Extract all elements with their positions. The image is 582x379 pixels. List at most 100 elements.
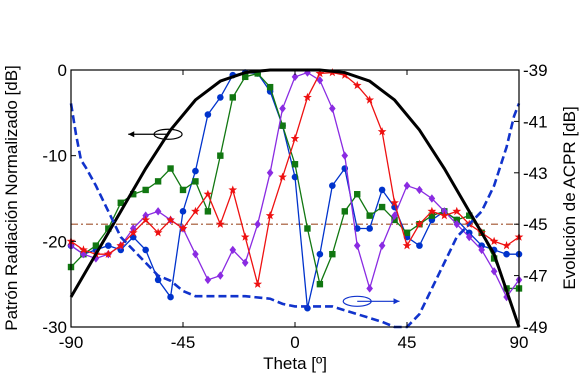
series-line-1-solid xyxy=(70,71,519,309)
star-marker-s4-20 xyxy=(315,68,325,78)
star-marker-s4-19 xyxy=(303,92,312,102)
y-right-tick-label: -43 xyxy=(523,164,548,183)
square-marker-s2-29 xyxy=(428,212,436,219)
y-right-tick-label: -45 xyxy=(523,215,548,234)
square-marker-s2-32 xyxy=(466,212,473,219)
square-marker-s2-2 xyxy=(92,242,100,249)
circle-marker-s1-10 xyxy=(192,167,199,175)
square-marker-s2-23 xyxy=(354,191,361,198)
diamond-marker-s3-33 xyxy=(478,245,485,255)
star-marker-s4-15 xyxy=(253,279,263,288)
square-marker-s2-24 xyxy=(366,212,373,219)
star-marker-s4-28 xyxy=(415,219,424,228)
diamond-marker-s3-7 xyxy=(154,207,162,216)
diamond-marker-s3-28 xyxy=(416,185,423,195)
diamond-marker-s3-24 xyxy=(366,284,373,293)
diamond-marker-s3-22 xyxy=(341,151,349,160)
diamond-marker-s3-35 xyxy=(503,292,510,302)
y-axis-label-left: Patrón Radiación Normalizado [dB] xyxy=(2,65,21,331)
square-marker-s2-25 xyxy=(378,203,386,211)
star-marker-s4-29 xyxy=(427,206,437,216)
diamond-marker-s3-34 xyxy=(490,267,498,276)
circle-marker-s1-12 xyxy=(217,94,224,101)
diamond-marker-s3-29 xyxy=(428,194,436,203)
star-marker-s4-4 xyxy=(116,241,126,250)
square-marker-s2-14 xyxy=(242,73,249,81)
star-marker-s4-1 xyxy=(79,245,88,254)
diamond-marker-s3-14 xyxy=(241,258,249,267)
star-marker-s4-18 xyxy=(290,133,300,143)
x-tick-label: -45 xyxy=(171,333,196,352)
diamond-marker-s3-21 xyxy=(329,104,336,113)
square-marker-s2-18 xyxy=(291,161,299,168)
circle-marker-s1-6 xyxy=(142,246,149,254)
star-marker-s4-5 xyxy=(128,228,138,237)
square-marker-s2-17 xyxy=(279,122,286,129)
square-marker-s2-20 xyxy=(316,280,324,288)
circle-marker-s1-3 xyxy=(105,242,112,249)
circle-marker-s1-11 xyxy=(204,111,212,118)
star-marker-s4-31 xyxy=(452,206,462,216)
square-marker-s2-9 xyxy=(179,186,187,194)
diamond-marker-s3-32 xyxy=(465,232,473,242)
square-marker-s2-13 xyxy=(229,94,236,101)
series-line-5-dashed xyxy=(69,102,521,329)
star-marker-s4-35 xyxy=(502,241,511,250)
square-marker-s2-26 xyxy=(391,216,398,224)
square-marker-s2-27 xyxy=(403,229,411,236)
circle-marker-s1-24 xyxy=(366,225,373,232)
diamond-marker-s3-25 xyxy=(378,241,386,250)
star-marker-s4-10 xyxy=(191,206,200,216)
y-right-tick-label: -41 xyxy=(523,112,548,131)
star-marker-s4-17 xyxy=(278,172,287,181)
diamond-marker-s3-13 xyxy=(229,245,237,255)
y-left-tick-label: -10 xyxy=(42,147,67,166)
y-left-tick-label: -20 xyxy=(42,232,67,251)
square-marker-s2-11 xyxy=(204,208,212,215)
star-marker-s4-14 xyxy=(240,232,250,241)
circle-marker-s1-20 xyxy=(316,250,324,258)
star-marker-s4-11 xyxy=(203,189,213,198)
diamond-marker-s3-17 xyxy=(279,104,286,113)
x-tick-label: 90 xyxy=(510,333,529,352)
plot-marks xyxy=(66,67,524,329)
star-marker-s4-16 xyxy=(265,211,275,220)
diamond-marker-s3-15 xyxy=(254,220,261,229)
star-marker-s4-12 xyxy=(215,219,225,228)
plot-frame xyxy=(70,69,520,328)
circle-marker-s1-21 xyxy=(329,182,336,189)
y-axis-label-right: Evolución de ACPR [dB] xyxy=(560,106,579,289)
x-tick-label: 45 xyxy=(398,333,417,352)
y-left-tick-label: -30 xyxy=(42,318,67,337)
star-marker-s4-24 xyxy=(365,95,375,104)
square-marker-s2-21 xyxy=(329,250,336,258)
square-marker-s2-12 xyxy=(217,152,224,159)
star-marker-s4-9 xyxy=(178,223,188,233)
star-marker-s4-26 xyxy=(390,198,399,207)
right-axis-indicator xyxy=(342,295,400,307)
star-marker-s4-22 xyxy=(340,70,350,79)
y-right-tick-label: -49 xyxy=(523,318,548,337)
diamond-marker-s3-27 xyxy=(403,181,411,190)
x-tick-label: -90 xyxy=(59,333,84,352)
circle-marker-s1-7 xyxy=(154,276,162,284)
diamond-marker-s3-31 xyxy=(453,220,461,229)
star-marker-s4-25 xyxy=(377,127,387,136)
square-marker-s2-31 xyxy=(453,216,460,224)
square-marker-s2-10 xyxy=(192,178,199,185)
circle-marker-s1-35 xyxy=(503,250,510,258)
y-left-tick-label: 0 xyxy=(58,61,67,80)
square-marker-s2-7 xyxy=(154,178,162,185)
star-marker-s4-23 xyxy=(352,80,362,90)
square-marker-s2-4 xyxy=(117,199,124,206)
series-line-3-solid xyxy=(70,71,520,299)
square-marker-s2-3 xyxy=(105,225,112,232)
diamond-marker-s3-23 xyxy=(353,241,361,250)
star-marker-s4-8 xyxy=(166,215,175,224)
star-marker-s4-3 xyxy=(103,249,113,258)
diamond-marker-s3-26 xyxy=(391,211,398,220)
square-marker-s2-16 xyxy=(266,83,274,91)
y-right-tick-label: -39 xyxy=(523,61,548,80)
star-marker-s4-7 xyxy=(153,228,163,237)
star-marker-s4-34 xyxy=(489,236,499,246)
